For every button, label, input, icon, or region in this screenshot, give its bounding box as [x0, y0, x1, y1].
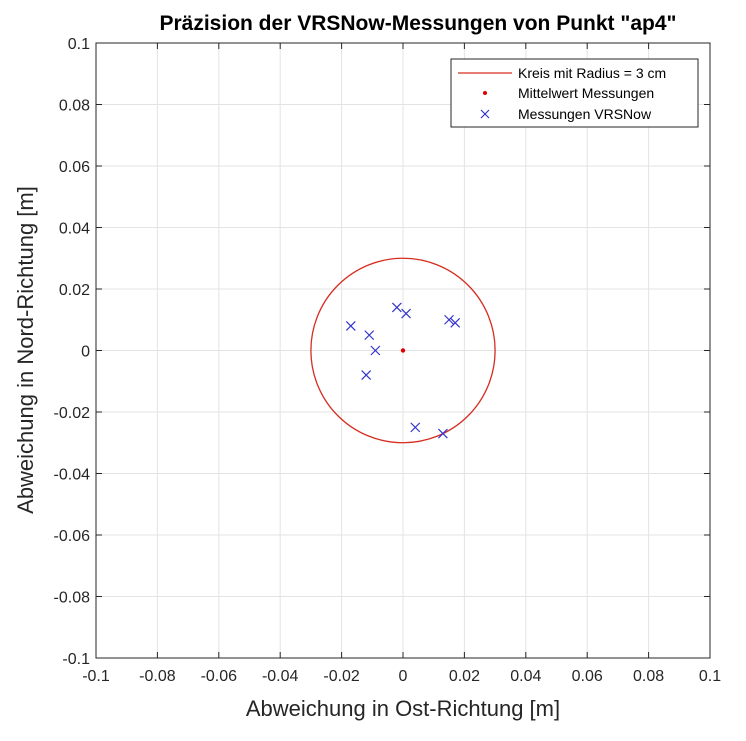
legend-box [450, 58, 699, 128]
plot-series [310, 257, 496, 444]
measurement-point [364, 330, 375, 341]
x-tick-label: 0 [399, 668, 408, 685]
x-marker-stroke [345, 320, 356, 331]
x-tick-label: 0.02 [449, 668, 480, 685]
y-tick-label: -0.04 [54, 467, 91, 484]
mean-point [400, 348, 406, 353]
x-marker-stroke [480, 109, 490, 119]
y-tick-labels: -0.1 -0.08 -0.06 -0.04 -0.02 0 0.02 0.04 0.06 0.0… [54, 36, 91, 668]
x-tick-label: -0.02 [323, 668, 360, 685]
measurement-point [370, 345, 381, 356]
x-tick-label: -0.1 [82, 668, 110, 685]
y-tick-label: 0.08 [59, 98, 90, 115]
x-marker-stroke [410, 422, 421, 433]
measurement-point [450, 317, 461, 328]
legend-label: Kreis mit Radius = 3 cm [518, 65, 666, 81]
x-marker-stroke [370, 345, 381, 356]
measurement-point [410, 422, 421, 433]
x-tick-label: 0.06 [572, 668, 603, 685]
x-tick-label: -0.04 [262, 668, 299, 685]
y-tick-label: -0.02 [54, 405, 91, 422]
y-axis-label: Abweichung in Nord-Richtung [m] [13, 186, 38, 514]
x-marker-stroke [364, 330, 375, 341]
x-tick-label: 0.08 [633, 668, 664, 685]
y-tick-label: -0.06 [54, 528, 91, 545]
x-marker-stroke [361, 370, 372, 381]
x-marker-stroke [444, 314, 454, 325]
x-tick-labels: -0.1 -0.08 -0.06 -0.04 -0.02 0 0.02 0.04 0.06 0.0… [82, 668, 721, 685]
legend-label: Mittelwert Messungen [518, 85, 654, 101]
x-marker-stroke [391, 302, 402, 313]
measurement-point [444, 314, 454, 325]
legend-x-marker [480, 109, 490, 119]
axis-ticks [95, 42, 711, 659]
x-tick-label: -0.08 [139, 668, 176, 685]
x-axis-label: Abweichung in Ost-Richtung [m] [246, 696, 560, 721]
y-tick-label: 0.02 [59, 282, 90, 299]
y-tick-label: -0.08 [54, 590, 91, 607]
x-tick-label: -0.06 [201, 668, 238, 685]
legend: Kreis mit Radius = 3 cm Mittelwert Messun… [450, 58, 699, 128]
y-tick-label: -0.1 [62, 651, 90, 668]
radius-circle [310, 257, 496, 444]
measurement-point [345, 320, 356, 331]
measurement-point [391, 302, 402, 313]
measurement-point [437, 428, 448, 439]
legend-mean-marker [483, 91, 487, 95]
x-tick-label: 0.1 [699, 668, 721, 685]
y-tick-label: 0 [81, 344, 90, 361]
y-tick-label: 0.06 [59, 159, 90, 176]
y-tick-label: 0.1 [68, 36, 90, 53]
chart-title: Präzision der VRSNow-Messungen von Punkt… [159, 12, 676, 35]
x-tick-label: 0.04 [510, 668, 541, 685]
legend-label: Messungen VRSNow [518, 106, 652, 122]
measurement-point [401, 308, 411, 319]
x-marker-stroke [437, 428, 448, 439]
y-tick-label: 0.04 [59, 221, 90, 238]
measurement-point [361, 370, 372, 381]
x-marker-stroke [401, 308, 411, 319]
x-marker-stroke [450, 317, 461, 328]
